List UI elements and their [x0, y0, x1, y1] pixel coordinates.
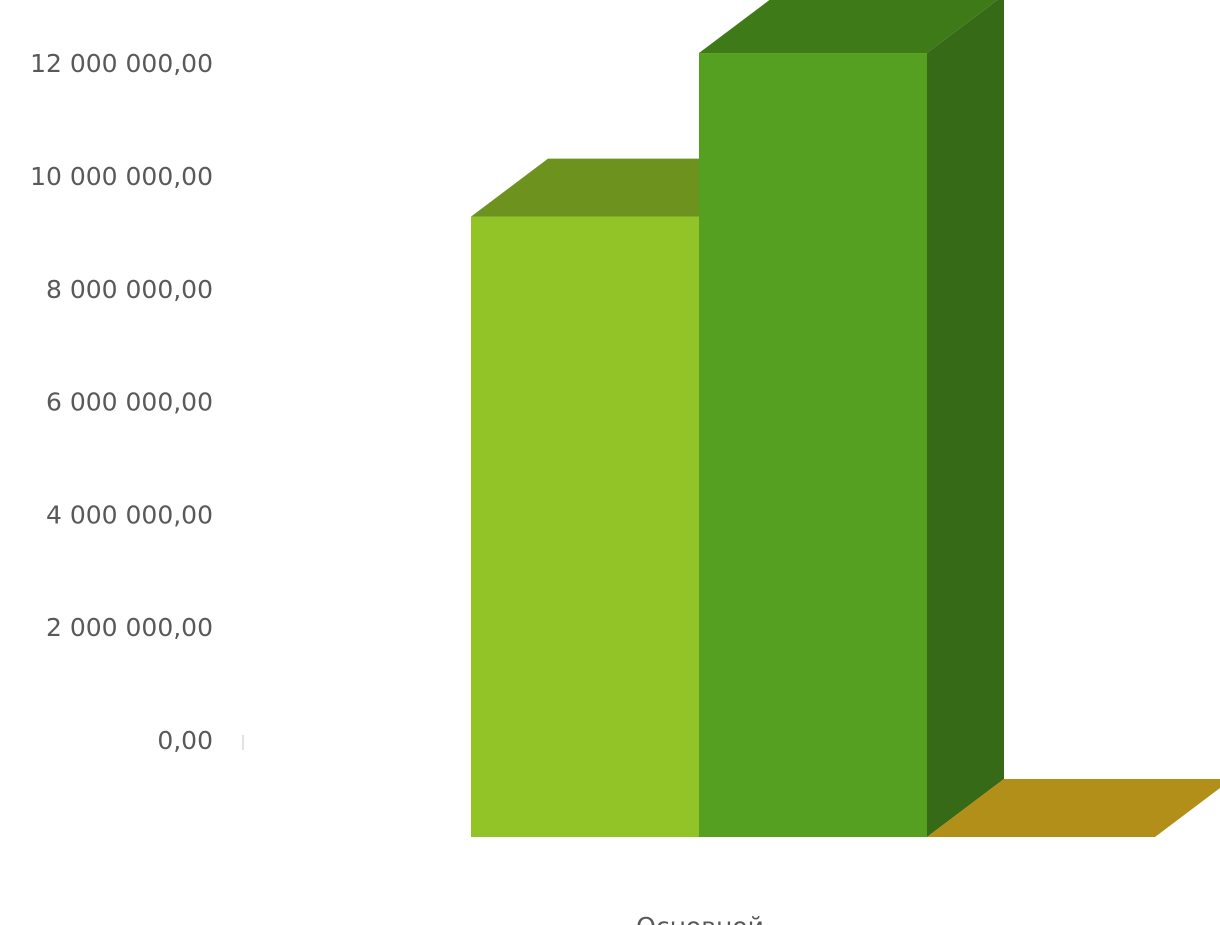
y-tick-label: 6 000 000,00 — [46, 388, 213, 417]
y-tick-label: 8 000 000,00 — [46, 275, 213, 304]
bar-front — [471, 216, 699, 838]
bar-top — [699, 0, 998, 54]
y-tick-label: 0,00 — [157, 726, 213, 755]
bar-side — [927, 0, 1004, 837]
x-tick-label: Основной — [636, 912, 764, 925]
y-tick-label: 4 000 000,00 — [46, 500, 213, 529]
bar-front — [699, 53, 927, 838]
x-axis: Основной — [636, 912, 764, 925]
y-tick-label: 12 000 000,00 — [30, 49, 213, 78]
bar — [699, 0, 1004, 838]
bar-top — [927, 779, 1220, 837]
bar — [927, 779, 1220, 837]
y-tick-label: 10 000 000,00 — [30, 162, 213, 191]
y-axis: 0,00 2 000 000,00 4 000 000,00 6 000 000,00… — [30, 49, 244, 755]
plot-area — [471, 0, 1220, 838]
y-tick-label: 2 000 000,00 — [46, 613, 213, 642]
